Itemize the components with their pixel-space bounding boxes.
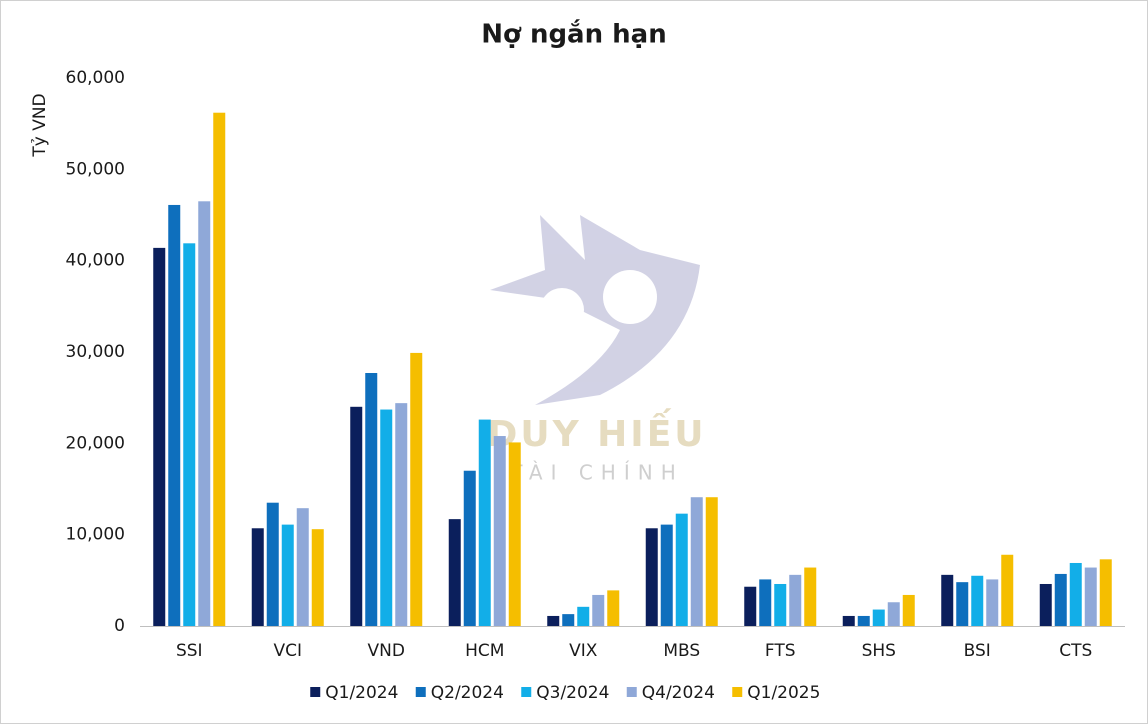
x-tick-label: VND bbox=[368, 641, 405, 661]
x-tick-label: SHS bbox=[862, 641, 896, 661]
bar bbox=[971, 575, 984, 626]
bar bbox=[266, 502, 279, 626]
bar bbox=[448, 519, 461, 626]
y-tick-label: 30,000 bbox=[66, 342, 125, 362]
bar bbox=[508, 442, 521, 626]
bar bbox=[365, 373, 378, 626]
legend-swatch bbox=[626, 687, 637, 697]
bar bbox=[562, 614, 575, 626]
y-tick-label: 50,000 bbox=[66, 159, 125, 179]
chart-title: Nợ ngắn hạn bbox=[481, 19, 666, 50]
bar bbox=[872, 609, 885, 626]
bar bbox=[350, 406, 363, 626]
bar bbox=[153, 247, 166, 626]
bar bbox=[774, 583, 787, 626]
legend-swatch bbox=[732, 687, 743, 697]
bar bbox=[941, 574, 954, 626]
legend-label: Q3/2024 bbox=[536, 683, 609, 703]
legend-label: Q4/2024 bbox=[642, 683, 715, 703]
bar bbox=[789, 574, 802, 626]
bar bbox=[744, 586, 757, 626]
bar bbox=[645, 528, 658, 626]
bar bbox=[607, 590, 620, 626]
bar bbox=[592, 594, 605, 626]
legend-swatch bbox=[310, 687, 321, 697]
bar bbox=[1069, 562, 1082, 626]
watermark-subtitle: TÀI CHÍNH bbox=[509, 461, 684, 485]
x-tick-label: MBS bbox=[663, 641, 700, 661]
bar bbox=[902, 594, 915, 626]
bar bbox=[577, 606, 590, 626]
legend-label: Q1/2024 bbox=[325, 683, 398, 703]
bar bbox=[547, 615, 560, 626]
x-tick-label: SSI bbox=[176, 641, 203, 661]
x-tick-label: HCM bbox=[465, 641, 504, 661]
bar bbox=[478, 419, 491, 626]
y-tick-label: 0 bbox=[114, 616, 125, 636]
x-tick-label: FTS bbox=[765, 641, 796, 661]
legend-swatch bbox=[521, 687, 532, 697]
bar bbox=[183, 243, 196, 626]
legend-label: Q1/2025 bbox=[747, 683, 820, 703]
bar bbox=[281, 524, 294, 626]
bar bbox=[1039, 583, 1052, 626]
bar bbox=[1054, 573, 1067, 626]
bar bbox=[1001, 554, 1014, 626]
bar bbox=[705, 497, 718, 626]
bar bbox=[296, 508, 309, 626]
bar bbox=[463, 470, 476, 626]
watermark-title: DUY HIẾU bbox=[487, 408, 706, 455]
bar bbox=[1084, 567, 1097, 626]
y-tick-label: 20,000 bbox=[66, 433, 125, 453]
x-tick-label: VIX bbox=[569, 641, 598, 661]
x-tick-label: VCI bbox=[273, 641, 302, 661]
x-tick-label: CTS bbox=[1059, 641, 1092, 661]
bar bbox=[660, 524, 673, 626]
bar bbox=[168, 204, 181, 626]
y-axis-title: Tỷ VND bbox=[30, 93, 50, 157]
bar bbox=[690, 497, 703, 626]
bar bbox=[986, 579, 999, 626]
y-tick-label: 40,000 bbox=[66, 251, 125, 271]
bar bbox=[198, 201, 211, 627]
bar bbox=[395, 403, 408, 626]
x-tick-label: BSI bbox=[964, 641, 991, 661]
bar bbox=[842, 615, 855, 626]
bar bbox=[956, 582, 969, 626]
bar bbox=[493, 436, 506, 626]
bar bbox=[675, 513, 688, 626]
bar bbox=[804, 567, 817, 626]
bar bbox=[380, 409, 393, 626]
bar bbox=[1099, 559, 1112, 626]
y-tick-label: 60,000 bbox=[66, 68, 125, 88]
bar bbox=[213, 112, 226, 626]
bar bbox=[251, 528, 264, 626]
bar bbox=[311, 529, 324, 626]
bar bbox=[887, 602, 900, 626]
watermark-logo bbox=[490, 215, 700, 405]
legend-label: Q2/2024 bbox=[431, 683, 504, 703]
bar bbox=[857, 615, 870, 626]
legend-swatch bbox=[415, 687, 426, 697]
bar bbox=[410, 352, 423, 626]
y-tick-label: 10,000 bbox=[66, 525, 125, 545]
bar bbox=[759, 579, 772, 626]
